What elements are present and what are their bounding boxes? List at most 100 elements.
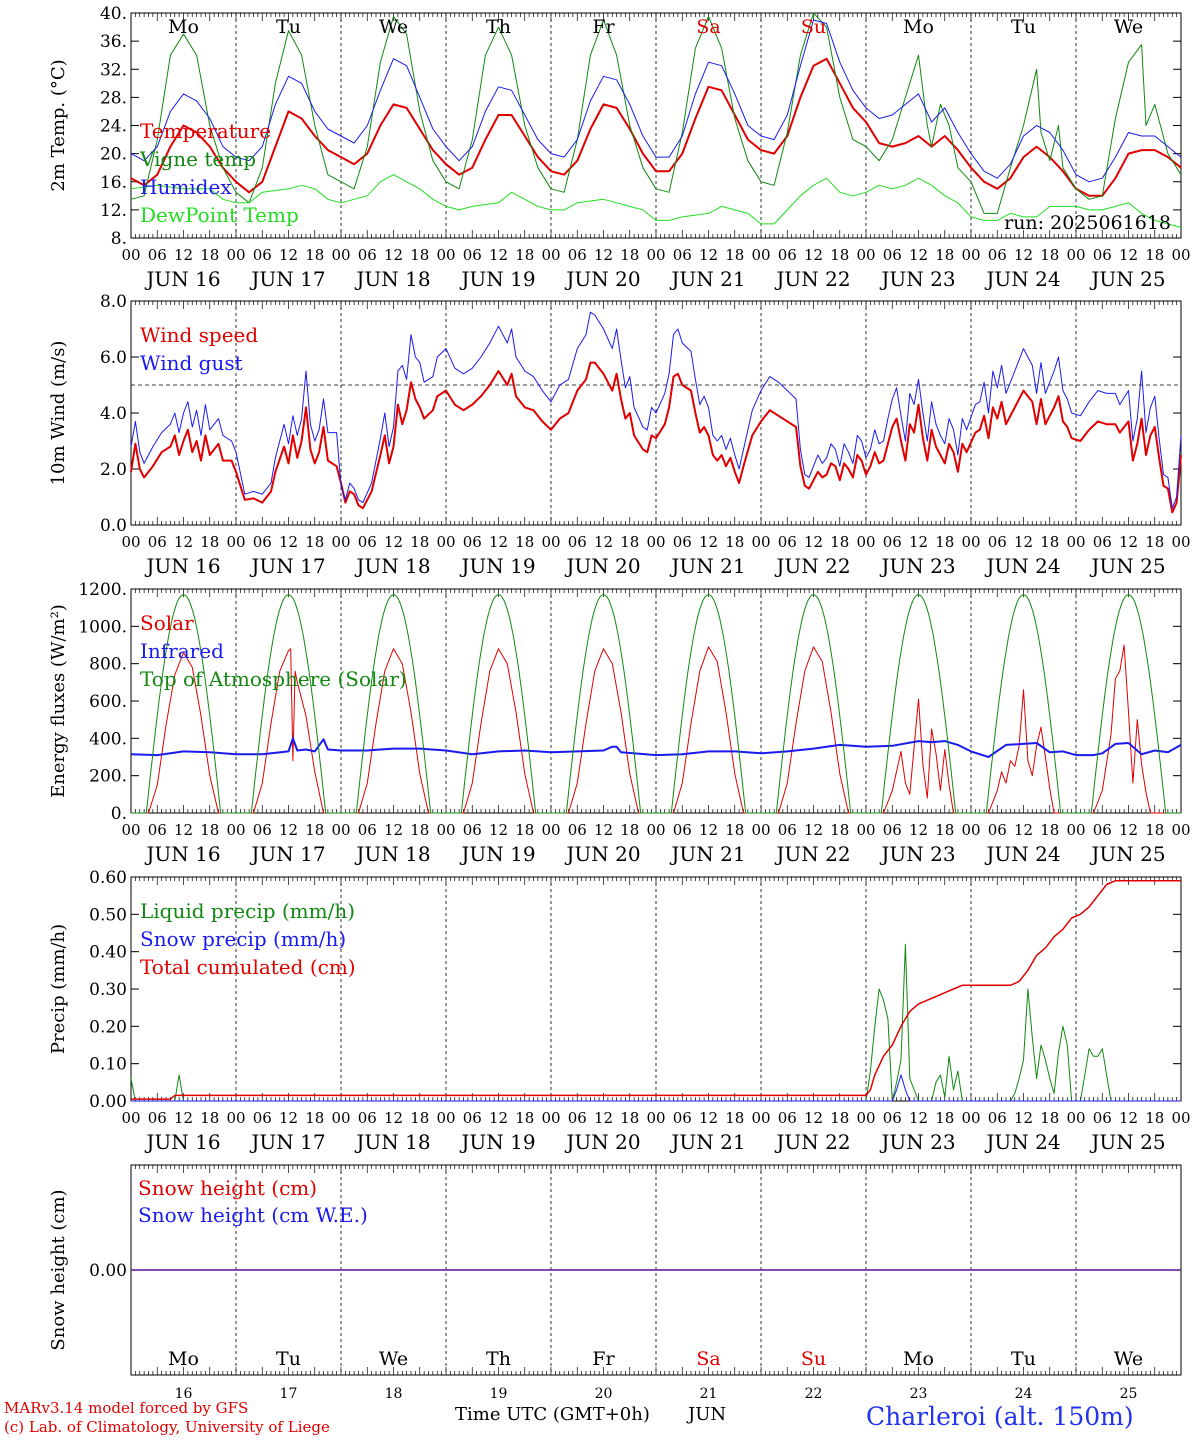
hour-tick-label: 00 <box>121 821 140 839</box>
day-label: Mo <box>903 16 934 38</box>
hour-tick-label: 12 <box>1014 533 1033 551</box>
date-label: JUN 16 <box>144 842 220 866</box>
date-label: JUN 20 <box>564 554 640 578</box>
series-line-wind-speed <box>130 361 1182 514</box>
hour-tick-label: 06 <box>463 1109 482 1127</box>
date-label: JUN 21 <box>669 267 745 291</box>
hour-tick-label: 06 <box>463 246 482 264</box>
hour-tick-label: 00 <box>226 246 245 264</box>
hour-tick-label: 00 <box>436 1109 455 1127</box>
hour-tick-label: 18 <box>620 533 639 551</box>
series-line-vigne-temp <box>130 12 1182 214</box>
day-label: Th <box>486 16 511 38</box>
hour-tick-label: 18 <box>200 821 219 839</box>
hour-tick-label: 18 <box>305 533 324 551</box>
day-label: We <box>1114 16 1143 38</box>
hour-tick-label: 18 <box>410 821 429 839</box>
day-label: Sa <box>696 1348 720 1370</box>
hour-tick-label: 00 <box>1066 533 1085 551</box>
series-line-top-of-atmosphere-solar- <box>131 594 1181 814</box>
hour-tick-label: 18 <box>1145 246 1164 264</box>
bottom-day-number: 24 <box>1015 1386 1033 1402</box>
y-tick-label: 16. <box>100 173 127 193</box>
hour-tick-label: 06 <box>673 246 692 264</box>
day-label: Tu <box>1011 1348 1036 1370</box>
hour-tick-label: 18 <box>830 821 849 839</box>
bottom-day-number: 20 <box>595 1386 613 1402</box>
hour-tick-label: 00 <box>121 246 140 264</box>
hour-tick-label: 06 <box>358 533 377 551</box>
day-label: Tu <box>1011 16 1036 38</box>
hour-tick-label: 18 <box>935 246 954 264</box>
hour-tick-label: 12 <box>1119 1109 1138 1127</box>
credit-model: MARv3.14 model forced by GFS <box>4 1399 249 1417</box>
y-tick-label: 0.40 <box>89 943 127 963</box>
hour-tick-label: 00 <box>331 1109 350 1127</box>
hour-tick-label: 18 <box>200 533 219 551</box>
hour-tick-label: 00 <box>1171 1109 1190 1127</box>
hour-tick-label: 12 <box>594 1109 613 1127</box>
hour-tick-label: 06 <box>673 1109 692 1127</box>
hour-tick-label: 12 <box>699 246 718 264</box>
bottom-day-number: 17 <box>280 1386 298 1402</box>
hour-tick-label: 12 <box>384 821 403 839</box>
hour-tick-label: 12 <box>594 821 613 839</box>
day-label: We <box>379 16 408 38</box>
hour-tick-label: 00 <box>646 1109 665 1127</box>
hour-tick-label: 12 <box>1119 246 1138 264</box>
y-tick-label: 600. <box>89 692 127 712</box>
hour-tick-label: 18 <box>200 246 219 264</box>
y-tick-label: 200. <box>89 767 127 787</box>
hour-tick-label: 06 <box>358 246 377 264</box>
hour-tick-label: 12 <box>804 533 823 551</box>
hour-tick-label: 12 <box>384 246 403 264</box>
hour-tick-label: 06 <box>358 1109 377 1127</box>
hour-tick-label: 18 <box>1040 533 1059 551</box>
series-line-solar <box>131 644 1181 814</box>
y-axis-label: Precip (mm/h) <box>48 924 69 1054</box>
day-label: Mo <box>168 16 199 38</box>
day-label: Fr <box>592 16 615 38</box>
hour-tick-label: 18 <box>1145 533 1164 551</box>
legend-entry: Snow height (cm W.E.) <box>138 1203 368 1227</box>
bottom-day-number: 21 <box>700 1386 718 1402</box>
hour-tick-label: 00 <box>226 821 245 839</box>
date-label: JUN 22 <box>774 267 850 291</box>
legend-entry: Infrared <box>140 639 224 663</box>
hour-tick-label: 12 <box>1014 821 1033 839</box>
hour-tick-label: 00 <box>541 246 560 264</box>
hour-tick-label: 12 <box>594 533 613 551</box>
legend-entry: Humidex <box>140 175 232 199</box>
date-label: JUN 23 <box>879 267 955 291</box>
hour-tick-label: 00 <box>436 821 455 839</box>
y-tick-label: 24. <box>100 117 127 137</box>
y-tick-label: 8. <box>111 229 127 249</box>
series-line-snow-precip-mm-h- <box>131 1074 1181 1102</box>
y-tick-label: 1000. <box>78 617 127 637</box>
hour-tick-label: 18 <box>620 821 639 839</box>
hour-tick-label: 18 <box>1145 821 1164 839</box>
y-tick-label: 2.0 <box>100 460 127 480</box>
date-label: JUN 25 <box>1089 1130 1165 1154</box>
date-label: JUN 17 <box>249 267 325 291</box>
hour-tick-label: 06 <box>778 821 797 839</box>
date-label: JUN 25 <box>1089 554 1165 578</box>
hour-tick-label: 18 <box>200 1109 219 1127</box>
hour-tick-label: 06 <box>148 821 167 839</box>
legend-entry: Wind speed <box>140 323 258 347</box>
hour-tick-label: 06 <box>253 1109 272 1127</box>
hour-tick-label: 12 <box>909 533 928 551</box>
date-label: JUN 24 <box>984 554 1060 578</box>
hour-tick-label: 12 <box>174 821 193 839</box>
hour-tick-label: 06 <box>253 246 272 264</box>
date-label: JUN 20 <box>564 1130 640 1154</box>
series-line-dewpoint-temp <box>130 174 1182 228</box>
hour-tick-label: 12 <box>279 246 298 264</box>
hour-tick-label: 12 <box>489 533 508 551</box>
date-label: JUN 21 <box>669 1130 745 1154</box>
hour-tick-label: 12 <box>699 533 718 551</box>
hour-tick-label: 06 <box>883 1109 902 1127</box>
y-axis-label: Snow height (cm) <box>48 1189 69 1350</box>
hour-tick-label: 00 <box>121 1109 140 1127</box>
legend-entry: Total cumulated (cm) <box>140 955 356 979</box>
